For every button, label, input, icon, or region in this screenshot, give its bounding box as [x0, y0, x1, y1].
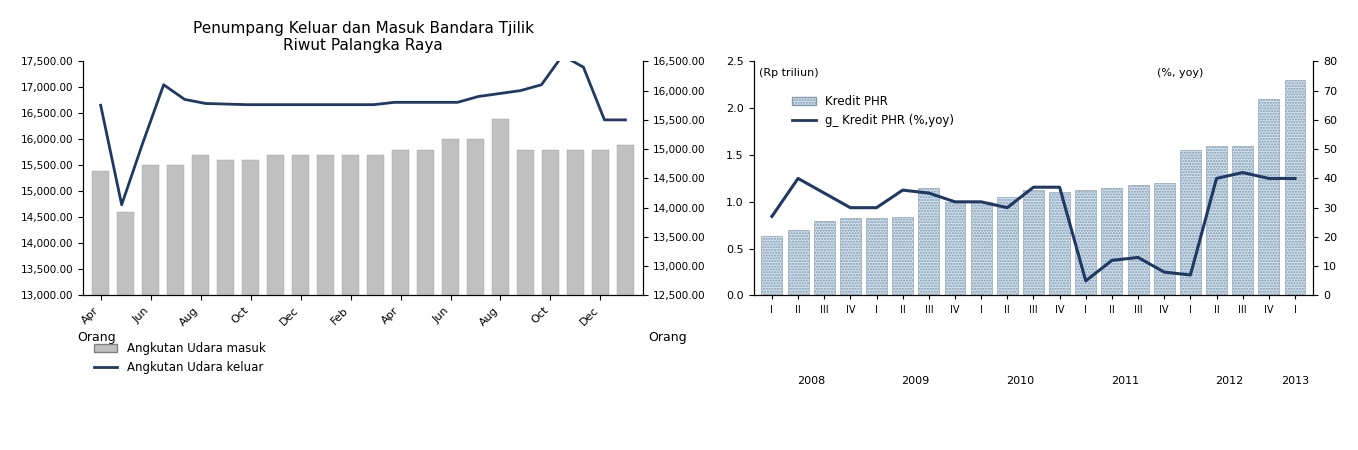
Bar: [167, 166, 185, 450]
Legend: Kredit PHR, g_ Kredit PHR (%,yoy): Kredit PHR, g_ Kredit PHR (%,yoy): [788, 90, 959, 132]
Bar: [292, 155, 310, 450]
Text: 2008: 2008: [797, 377, 826, 387]
Title: Penumpang Keluar dan Masuk Bandara Tjilik
Riwut Palangka Raya: Penumpang Keluar dan Masuk Bandara Tjili…: [193, 21, 534, 53]
Bar: [918, 188, 940, 296]
Bar: [441, 140, 459, 450]
Text: (%, yoy): (%, yoy): [1157, 68, 1203, 78]
Bar: [1285, 80, 1305, 296]
Bar: [542, 150, 559, 450]
Bar: [517, 150, 534, 450]
Bar: [1127, 185, 1149, 296]
Bar: [788, 230, 808, 296]
Text: 2011: 2011: [1111, 377, 1139, 387]
Text: 2013: 2013: [1281, 377, 1309, 387]
Bar: [1023, 189, 1044, 296]
Bar: [1180, 150, 1200, 296]
Text: Orang: Orang: [77, 331, 117, 344]
Bar: [92, 171, 110, 450]
Bar: [117, 212, 134, 450]
Legend: Angkutan Udara masuk, Angkutan Udara keluar: Angkutan Udara masuk, Angkutan Udara kel…: [90, 337, 270, 378]
Bar: [617, 144, 634, 450]
Bar: [1101, 188, 1122, 296]
Bar: [467, 140, 485, 450]
Bar: [242, 160, 259, 450]
Bar: [971, 202, 991, 296]
Bar: [392, 150, 409, 450]
Bar: [997, 197, 1017, 296]
Text: Orang: Orang: [649, 331, 687, 344]
Text: 2012: 2012: [1215, 377, 1244, 387]
Bar: [1259, 99, 1279, 296]
Text: (Rp triliun): (Rp triliun): [759, 68, 819, 78]
Bar: [945, 202, 966, 296]
Bar: [566, 150, 584, 450]
Bar: [316, 155, 334, 450]
Bar: [1232, 146, 1253, 296]
Bar: [417, 150, 435, 450]
Bar: [1076, 189, 1096, 296]
Bar: [266, 155, 284, 450]
Bar: [1154, 183, 1175, 296]
Bar: [217, 160, 235, 450]
Bar: [892, 217, 913, 296]
Bar: [866, 218, 887, 296]
Bar: [592, 150, 610, 450]
Bar: [342, 155, 360, 450]
Bar: [762, 237, 782, 296]
Bar: [191, 155, 209, 450]
Text: 2010: 2010: [1006, 377, 1035, 387]
Text: 2009: 2009: [902, 377, 930, 387]
Bar: [141, 166, 159, 450]
Bar: [492, 119, 509, 450]
Bar: [367, 155, 384, 450]
Bar: [1206, 146, 1228, 296]
Bar: [1050, 193, 1070, 296]
Bar: [839, 218, 861, 296]
Bar: [813, 220, 835, 296]
